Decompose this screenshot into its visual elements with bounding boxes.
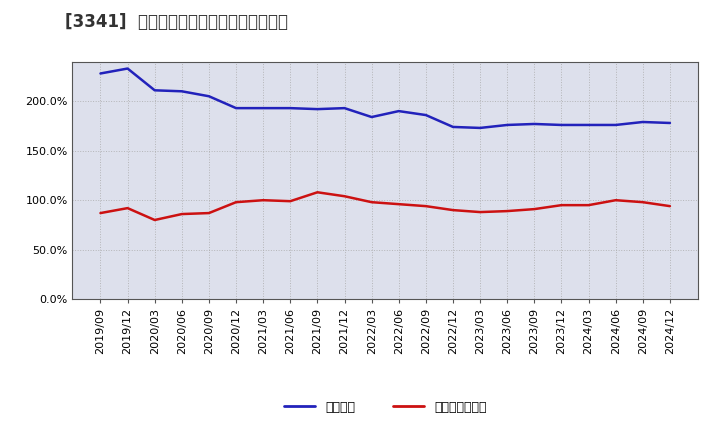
固定比率 <box>150 88 159 93</box>
固定長期適合率 <box>232 200 240 205</box>
固定比率 <box>232 106 240 111</box>
固定長期適合率 <box>421 203 430 209</box>
Line: 固定長期適合率: 固定長期適合率 <box>101 192 670 220</box>
固定比率 <box>476 125 485 131</box>
Text: [3341]  固定比率、固定長期適合率の推移: [3341] 固定比率、固定長期適合率の推移 <box>65 13 288 31</box>
固定長期適合率 <box>639 200 647 205</box>
固定長期適合率 <box>665 203 674 209</box>
固定長期適合率 <box>96 210 105 216</box>
固定比率 <box>611 122 620 128</box>
固定比率 <box>584 122 593 128</box>
固定比率 <box>204 94 213 99</box>
固定比率 <box>421 112 430 117</box>
固定長期適合率 <box>286 198 294 204</box>
固定比率 <box>639 119 647 125</box>
固定比率 <box>341 106 349 111</box>
固定長期適合率 <box>557 202 566 208</box>
固定比率 <box>557 122 566 128</box>
固定比率 <box>530 121 539 127</box>
固定比率 <box>665 121 674 126</box>
固定長期適合率 <box>150 217 159 223</box>
Legend: 固定比率, 固定長期適合率: 固定比率, 固定長期適合率 <box>279 396 492 419</box>
固定長期適合率 <box>395 202 403 207</box>
Line: 固定比率: 固定比率 <box>101 69 670 128</box>
固定比率 <box>503 122 511 128</box>
固定長期適合率 <box>204 210 213 216</box>
固定比率 <box>395 108 403 114</box>
固定比率 <box>178 88 186 94</box>
固定長期適合率 <box>476 209 485 215</box>
固定長期適合率 <box>259 198 268 203</box>
固定長期適合率 <box>449 208 457 213</box>
固定比率 <box>96 71 105 76</box>
固定長期適合率 <box>530 206 539 212</box>
固定比率 <box>123 66 132 71</box>
固定長期適合率 <box>313 190 322 195</box>
固定長期適合率 <box>611 198 620 203</box>
固定比率 <box>259 106 268 111</box>
固定長期適合率 <box>123 205 132 211</box>
固定比率 <box>286 106 294 111</box>
固定長期適合率 <box>503 209 511 214</box>
固定比率 <box>313 106 322 112</box>
固定比率 <box>449 124 457 129</box>
固定長期適合率 <box>367 200 376 205</box>
固定長期適合率 <box>584 202 593 208</box>
固定比率 <box>367 114 376 120</box>
固定長期適合率 <box>341 194 349 199</box>
固定長期適合率 <box>178 212 186 217</box>
